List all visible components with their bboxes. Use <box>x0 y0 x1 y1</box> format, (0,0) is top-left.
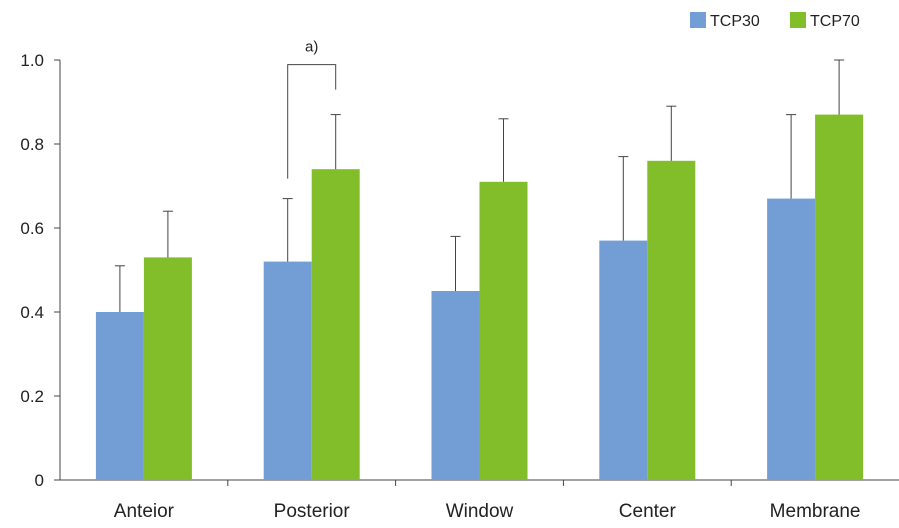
bar-tcp70 <box>311 169 360 480</box>
x-tick-label: Center <box>619 501 677 522</box>
bar-tcp30 <box>263 261 312 480</box>
legend-swatch-tcp30 <box>690 12 706 28</box>
y-tick-label: 0.6 <box>20 219 44 238</box>
significance-label: a) <box>305 39 318 56</box>
y-tick-label: 0.8 <box>20 135 44 154</box>
x-tick-label: Posterior <box>274 501 351 522</box>
bar-tcp70 <box>479 181 528 481</box>
legend: TCP30 TCP70 <box>690 12 860 30</box>
legend-label-tcp30: TCP30 <box>710 13 760 30</box>
bars <box>95 114 864 481</box>
y-tick-label: 0 <box>35 471 44 490</box>
bar-tcp30 <box>767 198 816 480</box>
bar-tcp70 <box>815 114 864 480</box>
bar-tcp70 <box>647 160 696 481</box>
x-axis: Anteior Posterior Window Center Membrane <box>60 479 899 522</box>
bar-tcp30 <box>95 312 144 480</box>
y-tick-label: 0.2 <box>20 387 44 406</box>
legend-label-tcp70: TCP70 <box>810 13 860 30</box>
x-tick-label: Window <box>446 501 514 522</box>
y-tick-label: 0.4 <box>20 303 44 322</box>
legend-swatch-tcp70 <box>790 12 806 28</box>
x-tick-label: Anteior <box>114 501 175 522</box>
y-tick-label: 1.0 <box>20 51 44 70</box>
bar-tcp70 <box>143 257 192 480</box>
y-axis: 0 0.2 0.4 0.6 0.8 1.0 <box>20 51 61 490</box>
x-tick-label: Membrane <box>770 501 861 522</box>
bar-tcp30 <box>599 240 648 480</box>
significance-bracket <box>287 64 337 179</box>
error-bars <box>114 59 845 312</box>
bar-tcp30 <box>431 291 480 480</box>
annotations: a) <box>287 39 337 179</box>
